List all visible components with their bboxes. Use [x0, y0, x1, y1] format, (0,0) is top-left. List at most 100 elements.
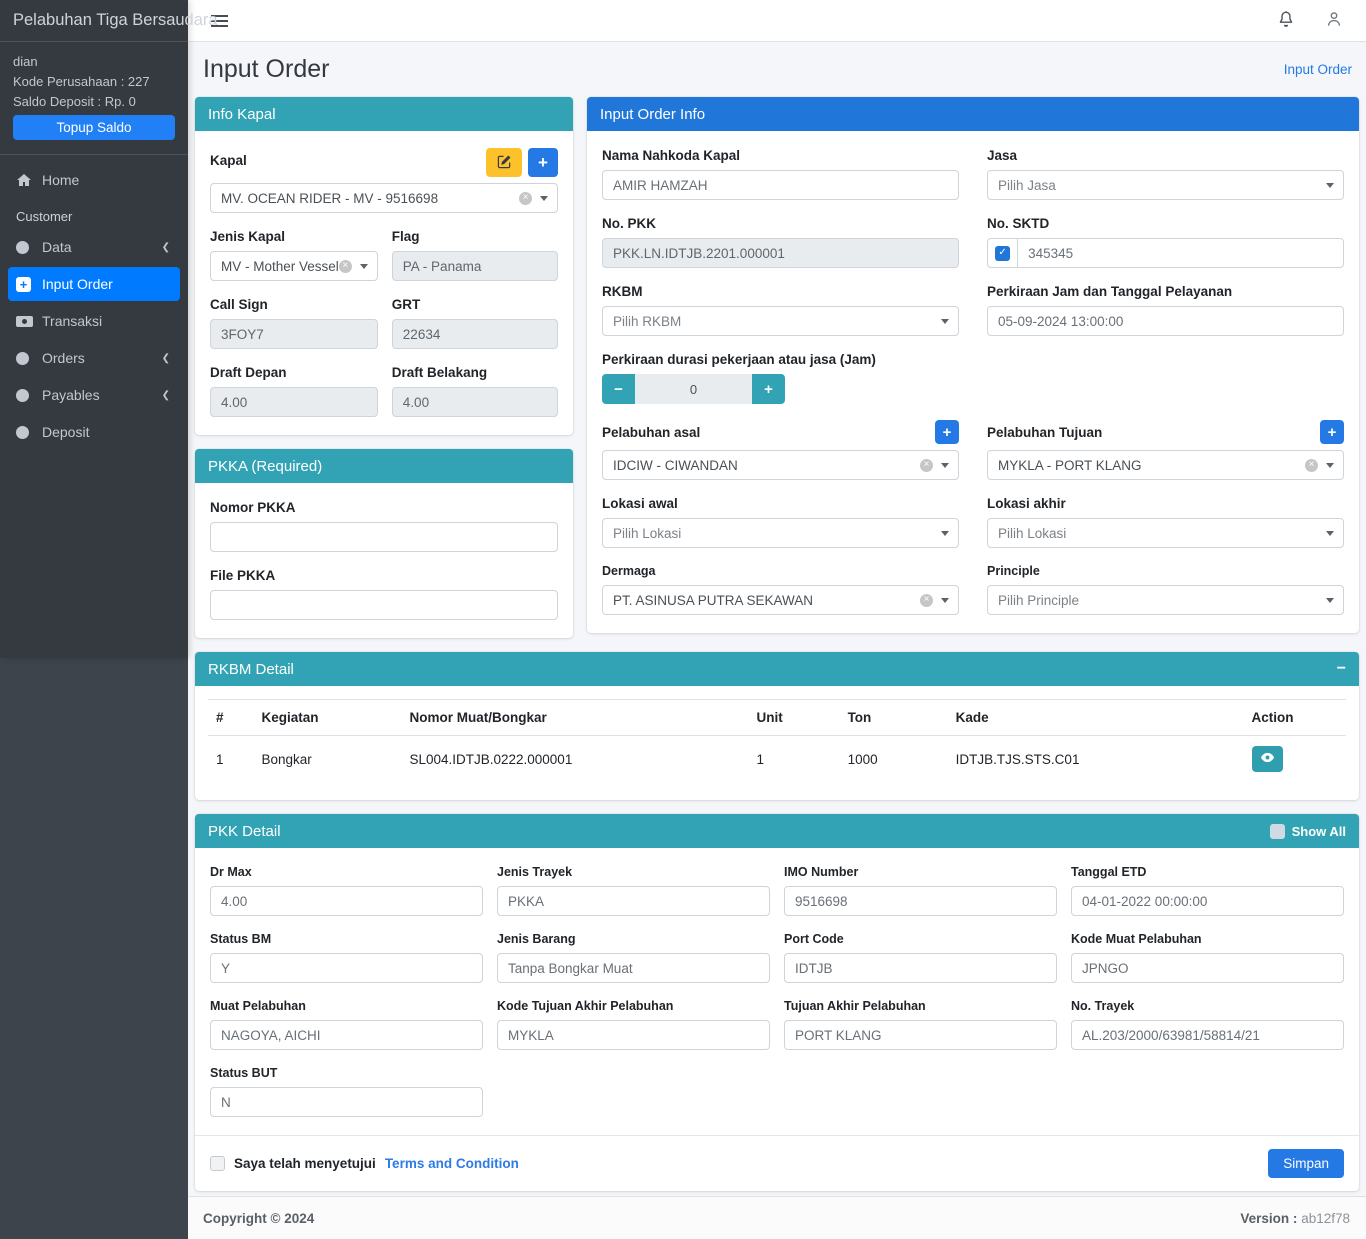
rkbm-select[interactable]: Pilih RKBM: [602, 306, 959, 336]
deposit-balance: Saldo Deposit : Rp. 0: [13, 94, 175, 109]
call-sign-label: Call Sign: [210, 297, 378, 312]
jasa-select[interactable]: Pilih Jasa: [987, 170, 1344, 200]
file-pkka-input[interactable]: [210, 590, 558, 620]
sidebar-item-orders[interactable]: Orders: [8, 341, 180, 375]
field-label: Muat Pelabuhan: [210, 999, 483, 1013]
lokasi-akhir-select[interactable]: Pilih Lokasi: [987, 518, 1344, 548]
terms-link[interactable]: Terms and Condition: [385, 1156, 519, 1171]
nahkoda-label: Nama Nahkoda Kapal: [602, 148, 959, 163]
agree-terms-checkbox[interactable]: [210, 1156, 225, 1171]
draft-depan-field: 4.00: [210, 387, 378, 417]
save-button[interactable]: Simpan: [1268, 1149, 1344, 1178]
pkka-card: PKKA (Required) Nomor PKKA File PKKA: [195, 449, 573, 638]
jenis-trayek-input[interactable]: [497, 886, 770, 916]
page-title: Input Order: [203, 55, 329, 84]
clear-icon[interactable]: [339, 260, 352, 273]
main-footer: Copyright © 2024 Version : ab12f78: [188, 1196, 1366, 1239]
add-kapal-button[interactable]: [528, 148, 558, 177]
durasi-stepper: 0: [602, 374, 785, 404]
decrement-button[interactable]: [602, 374, 635, 404]
notifications-button[interactable]: [1269, 6, 1303, 35]
user-info-panel: dian Kode Perusahaan : 227 Saldo Deposit…: [0, 42, 188, 155]
dr-max-input[interactable]: [210, 886, 483, 916]
version-info: Version : ab12f78: [1240, 1211, 1350, 1226]
lokasi-awal-label: Lokasi awal: [602, 496, 959, 511]
topup-saldo-button[interactable]: Topup Saldo: [13, 115, 175, 140]
sidebar-item-input-order[interactable]: Input Order: [8, 267, 180, 301]
pkk-detail-card: PKK Detail Show All Dr Max Jenis Trayek: [195, 814, 1359, 1191]
show-all-toggle[interactable]: Show All: [1270, 824, 1346, 839]
caret-down-icon: [941, 319, 949, 324]
port-code-input[interactable]: [784, 953, 1057, 983]
clear-icon[interactable]: [920, 594, 933, 607]
cell-nomor: SL004.IDTJB.0222.000001: [401, 736, 748, 783]
app-brand[interactable]: Pelabuhan Tiga Bersaudara: [0, 0, 188, 42]
caret-down-icon: [1326, 531, 1334, 536]
jenis-barang-input[interactable]: [497, 953, 770, 983]
tujuan-akhir-input[interactable]: [784, 1020, 1057, 1050]
clear-icon[interactable]: [1305, 459, 1318, 472]
edit-kapal-button[interactable]: [486, 148, 522, 177]
clear-icon[interactable]: [920, 459, 933, 472]
add-pelabuhan-asal-button[interactable]: [935, 420, 959, 444]
kode-muat-pelabuhan-input[interactable]: [1071, 953, 1344, 983]
plus-square-icon: [16, 277, 42, 292]
kode-tujuan-akhir-input[interactable]: [497, 1020, 770, 1050]
durasi-value[interactable]: 0: [635, 374, 752, 404]
status-bm-input[interactable]: [210, 953, 483, 983]
sidebar-item-label: Data: [42, 239, 72, 255]
nahkoda-input[interactable]: [602, 170, 959, 200]
user-icon: [1325, 10, 1343, 31]
circle-icon: [16, 389, 42, 402]
dermaga-label: Dermaga: [602, 564, 959, 578]
field-label: Kode Muat Pelabuhan: [1071, 932, 1344, 946]
show-all-checkbox[interactable]: [1270, 824, 1285, 839]
principle-select[interactable]: Pilih Principle: [987, 585, 1344, 615]
tanggal-etd-input[interactable]: [1071, 886, 1344, 916]
sidebar-item-deposit[interactable]: Deposit: [8, 415, 180, 449]
sktd-input[interactable]: [1017, 238, 1344, 268]
no-pkk-field: PKK.LN.IDTJB.2201.000001: [602, 238, 959, 268]
sidebar-item-data[interactable]: Data: [8, 230, 180, 264]
view-row-button[interactable]: [1252, 746, 1283, 772]
collapse-button[interactable]: [1337, 661, 1346, 677]
table-row: 1 Bongkar SL004.IDTJB.0222.000001 1 1000…: [208, 736, 1346, 783]
kapal-select[interactable]: MV. OCEAN RIDER - MV - 9516698: [210, 183, 558, 213]
field-label: Status BUT: [210, 1066, 483, 1080]
page-content: Input Order Input Order Info Kapal Kapal: [188, 42, 1366, 1205]
show-all-label: Show All: [1292, 824, 1346, 839]
sidebar: Pelabuhan Tiga Bersaudara dian Kode Peru…: [0, 0, 188, 658]
grt-label: GRT: [392, 297, 558, 312]
pelabuhan-asal-select[interactable]: IDCIW - CIWANDAN: [602, 450, 959, 480]
lokasi-awal-select[interactable]: Pilih Lokasi: [602, 518, 959, 548]
lokasi-akhir-label: Lokasi akhir: [987, 496, 1344, 511]
sktd-checkbox[interactable]: [995, 246, 1010, 261]
nomor-pkka-input[interactable]: [210, 522, 558, 552]
pelayanan-input[interactable]: [987, 306, 1344, 336]
draft-belakang-label: Draft Belakang: [392, 365, 558, 380]
sidebar-item-label: Transaksi: [42, 313, 102, 329]
muat-pelabuhan-input[interactable]: [210, 1020, 483, 1050]
company-code: Kode Perusahaan : 227: [13, 74, 175, 89]
sidebar-item-payables[interactable]: Payables: [8, 378, 180, 412]
pelabuhan-tujuan-select[interactable]: MYKLA - PORT KLANG: [987, 450, 1344, 480]
sidebar-item-home[interactable]: Home: [8, 163, 180, 197]
breadcrumb[interactable]: Input Order: [1284, 62, 1352, 77]
top-navbar: [188, 0, 1366, 42]
increment-button[interactable]: [752, 374, 785, 404]
flag-label: Flag: [392, 229, 558, 244]
add-pelabuhan-tujuan-button[interactable]: [1320, 420, 1344, 444]
caret-down-icon: [941, 598, 949, 603]
jenis-kapal-select[interactable]: MV - Mother Vessel: [210, 251, 378, 281]
sidebar-item-label: Deposit: [42, 424, 89, 440]
no-trayek-input[interactable]: [1071, 1020, 1344, 1050]
imo-number-input[interactable]: [784, 886, 1057, 916]
user-menu-button[interactable]: [1317, 6, 1351, 35]
durasi-label: Perkiraan durasi pekerjaan atau jasa (Ja…: [602, 352, 959, 367]
chevron-left-icon: [162, 353, 170, 364]
sidebar-item-transaksi[interactable]: Transaksi: [8, 304, 180, 338]
col-header-ton: Ton: [840, 700, 948, 736]
dermaga-select[interactable]: PT. ASINUSA PUTRA SEKAWAN: [602, 585, 959, 615]
clear-icon[interactable]: [519, 192, 532, 205]
status-but-input[interactable]: [210, 1087, 483, 1117]
